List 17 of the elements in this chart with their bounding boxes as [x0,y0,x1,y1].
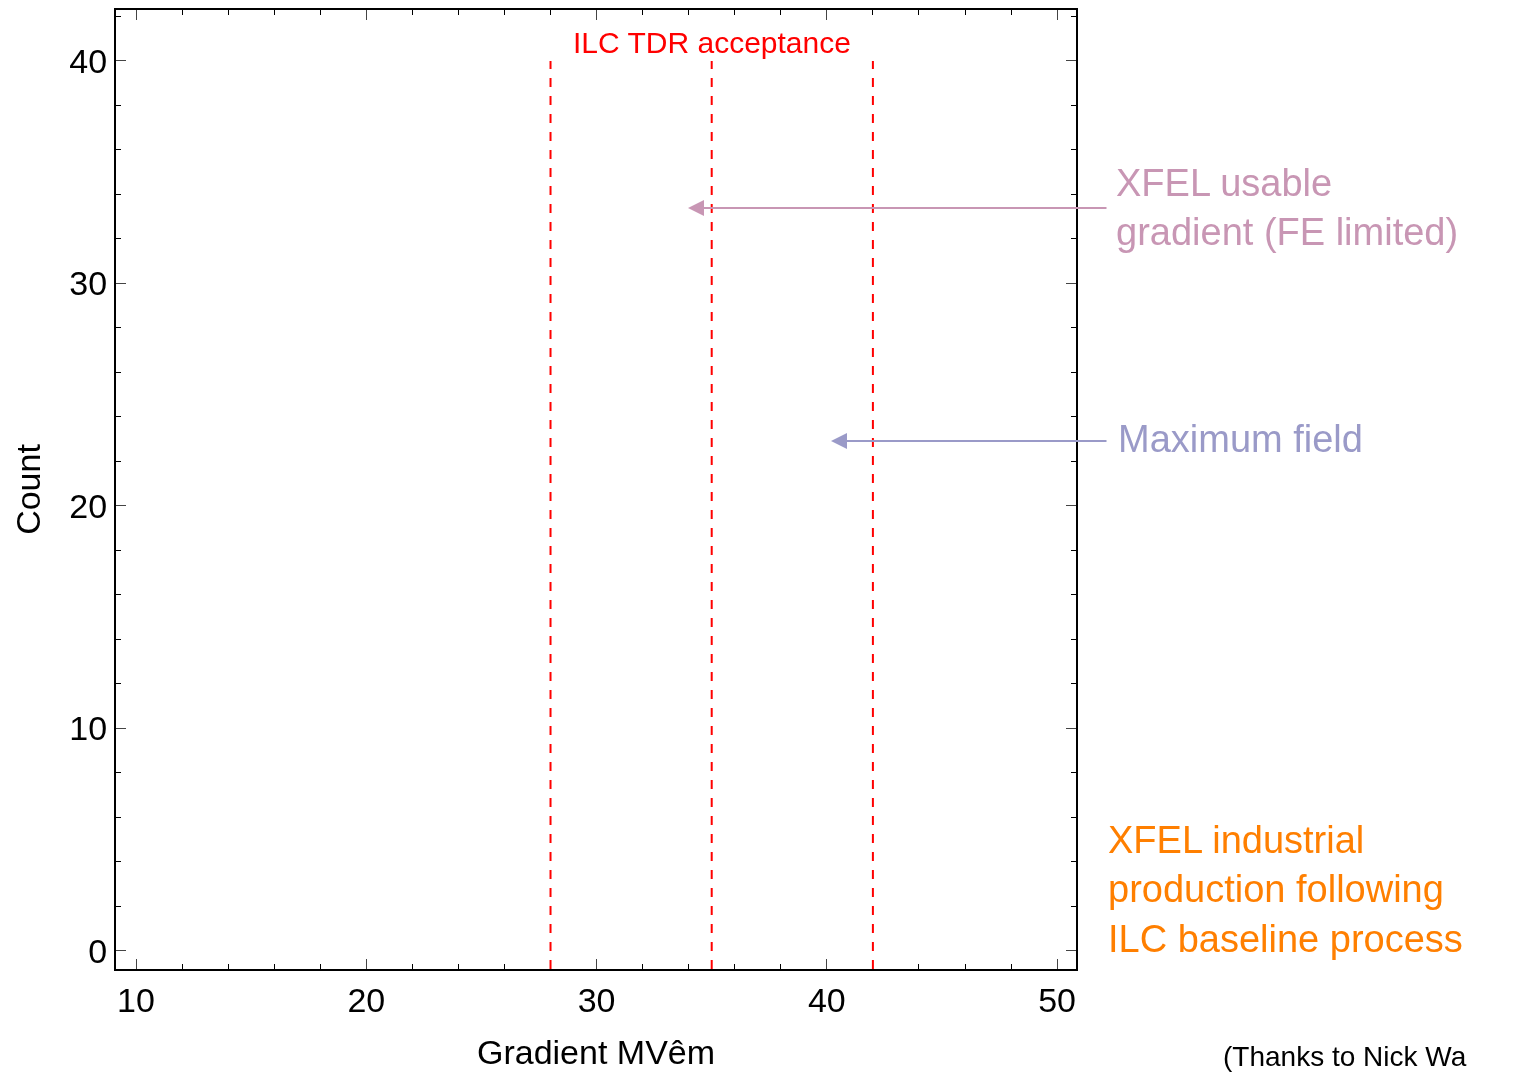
x-tick-label: 10 [117,980,155,1019]
x-axis-title: Gradient MVêm [476,1032,716,1071]
text: XFEL industrial production following ILC baseline process [1108,819,1463,960]
y-tick-label: 0 [88,931,108,970]
x-tick-label: 30 [577,980,616,1019]
y-tick-label: 30 [69,264,108,303]
text: (Thanks to Nick Wa [1223,1041,1467,1072]
text: Maximum field [1118,418,1363,460]
x-tick-label: 20 [347,980,386,1019]
ref-line-label: ILC TDR acceptance [573,26,851,59]
y-tick-label: 40 [69,41,108,80]
y-axis-title: Count [9,443,48,535]
x-tick-label: 50 [1038,980,1077,1019]
y-tick-label: 20 [69,486,108,525]
y-tick-label: 10 [69,709,108,748]
text: XFEL usable gradient (FE limited) [1116,162,1459,254]
x-tick-label: 40 [807,980,846,1019]
